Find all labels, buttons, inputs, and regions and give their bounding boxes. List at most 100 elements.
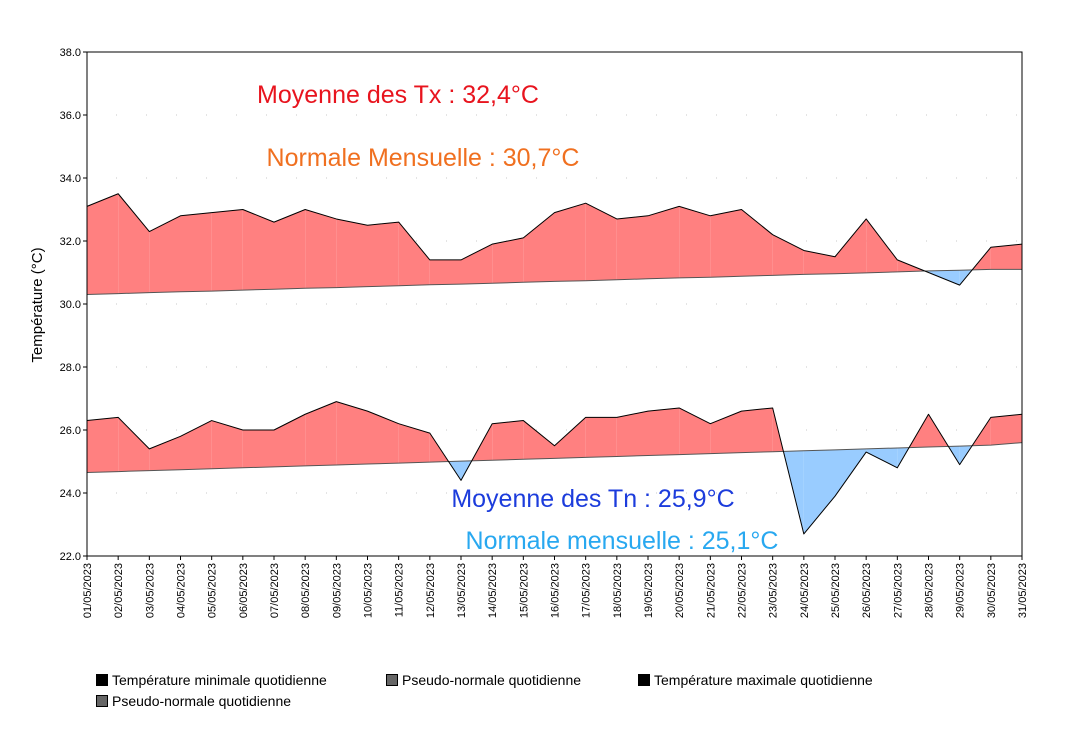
y-tick-label: 34.0: [60, 173, 81, 185]
tx-area-above: [274, 209, 306, 290]
tn-area-above: [87, 417, 119, 473]
x-tick-label: 30/05/2023: [986, 563, 998, 618]
y-tick-label: 22.0: [60, 551, 81, 563]
x-tick-label: 29/05/2023: [955, 563, 967, 618]
series-lines: [86, 193, 1023, 535]
tn-area-above: [336, 401, 368, 465]
legend-item-normal-tx: Pseudo-normale quotidienne: [96, 693, 291, 709]
x-tick-label: 28/05/2023: [924, 563, 936, 618]
x-tick-label: 06/05/2023: [238, 563, 250, 618]
x-tick-label: 19/05/2023: [643, 563, 655, 618]
tx-area-above: [336, 218, 368, 288]
tx-area-above: [398, 222, 430, 286]
tx-area-above: [180, 212, 212, 292]
tn-area-below: [803, 449, 835, 534]
x-tick-label: 07/05/2023: [269, 563, 281, 618]
legend-label: Température maximale quotidienne: [654, 672, 873, 688]
y-tick-label: 30.0: [60, 299, 81, 311]
tx-area-above: [367, 222, 399, 287]
legend-label: Pseudo-normale quotidienne: [112, 693, 292, 709]
tx-area-above: [554, 203, 586, 282]
y-axis-label: Température (°C): [29, 247, 46, 362]
legend-swatch: [386, 674, 398, 686]
x-tick-label: 11/05/2023: [394, 563, 406, 617]
tn-area-above: [305, 401, 337, 466]
x-tick-label: 08/05/2023: [300, 563, 312, 618]
tx-area-above: [492, 237, 524, 284]
grid: [87, 51, 1022, 557]
tn-area-above: [741, 407, 773, 453]
tn-area-above: [367, 411, 399, 465]
tn-area-above: [274, 414, 306, 467]
x-tick-label: 26/05/2023: [861, 563, 873, 618]
tx-area-above: [118, 193, 150, 294]
tx-area-above: [87, 193, 119, 295]
tx-area-above: [429, 259, 461, 285]
tx-area-above: [149, 215, 181, 293]
x-tick-label: 17/05/2023: [581, 563, 593, 618]
x-tick-label: 02/05/2023: [113, 563, 125, 618]
tx-area-above: [710, 209, 742, 278]
tn-area-above: [523, 420, 555, 460]
x-tick-label: 13/05/2023: [456, 563, 468, 618]
annotation-tx-normal: Normale Mensuelle : 30,7°C: [267, 144, 580, 172]
tx-area-above: [772, 234, 804, 276]
x-tick-label: 01/05/2023: [82, 563, 94, 618]
y-tick-label: 28.0: [60, 362, 81, 374]
legend-label: Pseudo-normale quotidienne: [402, 672, 582, 688]
x-tick-label: 31/05/2023: [1017, 563, 1029, 618]
tn-area-above: [679, 407, 711, 455]
legend-swatch: [96, 674, 108, 686]
x-tick-label: 27/05/2023: [892, 563, 904, 618]
x-tick-label: 15/05/2023: [518, 563, 530, 618]
tx-area-above: [242, 209, 274, 291]
x-tick-label: 18/05/2023: [612, 563, 624, 618]
legend-item-normal-tn: Pseudo-normale quotidienne: [386, 672, 581, 688]
legend-item-tx: Température maximale quotidienne: [638, 672, 873, 688]
legend-item-tn: Température minimale quotidienne: [96, 672, 327, 688]
x-tick-label: 09/05/2023: [331, 563, 343, 618]
series-areas: [87, 193, 1022, 534]
x-tick-label: 04/05/2023: [176, 563, 188, 618]
tn-area-above: [554, 417, 586, 459]
x-tick-label: 21/05/2023: [705, 563, 717, 618]
annotation-tn-mean: Moyenne des Tn : 25,9°C: [451, 485, 734, 513]
tx-area-above: [741, 209, 773, 277]
y-tick-label: 32.0: [60, 236, 81, 248]
x-axis: 01/05/2023 02/05/2023 03/05/2023 04/05/2023…: [82, 556, 1029, 618]
x-tick-label: 25/05/2023: [830, 563, 842, 618]
tn-area-above: [710, 411, 742, 454]
x-tick-label: 12/05/2023: [425, 563, 437, 618]
x-tick-label: 03/05/2023: [144, 563, 156, 618]
annotation-tn-normal: Normale mensuelle : 25,1°C: [466, 527, 779, 555]
y-tick-label: 36.0: [60, 110, 81, 122]
legend-swatch: [638, 674, 650, 686]
tx-area-above: [211, 209, 243, 292]
y-tick-label: 26.0: [60, 425, 81, 437]
tn-area-above: [990, 414, 1022, 446]
x-tick-label: 20/05/2023: [674, 563, 686, 618]
tx-area-above: [803, 250, 835, 275]
x-tick-label: 14/05/2023: [487, 563, 499, 618]
tn-area-below: [866, 447, 898, 468]
y-tick-label: 38.0: [60, 47, 81, 59]
tx-area-above: [616, 215, 648, 280]
tn-area-above: [648, 407, 680, 456]
x-tick-label: 23/05/2023: [768, 563, 780, 618]
tn-series-line: [86, 401, 1023, 535]
tx-area-above: [866, 218, 898, 273]
tn-area-above: [118, 417, 150, 472]
y-axis: 22.0 24.0 26.0 28.0 30.0 32.0 34.0 36.0 38.0: [60, 47, 87, 563]
tn-area-above: [242, 430, 274, 468]
legend-swatch: [96, 695, 108, 707]
tx-area-above: [523, 212, 555, 283]
x-tick-label: 24/05/2023: [799, 563, 811, 618]
tn-area-above: [211, 420, 243, 469]
tn-area-above: [585, 417, 617, 458]
plot-frame: [86, 51, 1023, 557]
tx-area-above: [990, 244, 1022, 270]
tx-area-below: [928, 270, 960, 286]
tn-area-above: [616, 411, 648, 457]
tx-area-above: [648, 206, 680, 279]
